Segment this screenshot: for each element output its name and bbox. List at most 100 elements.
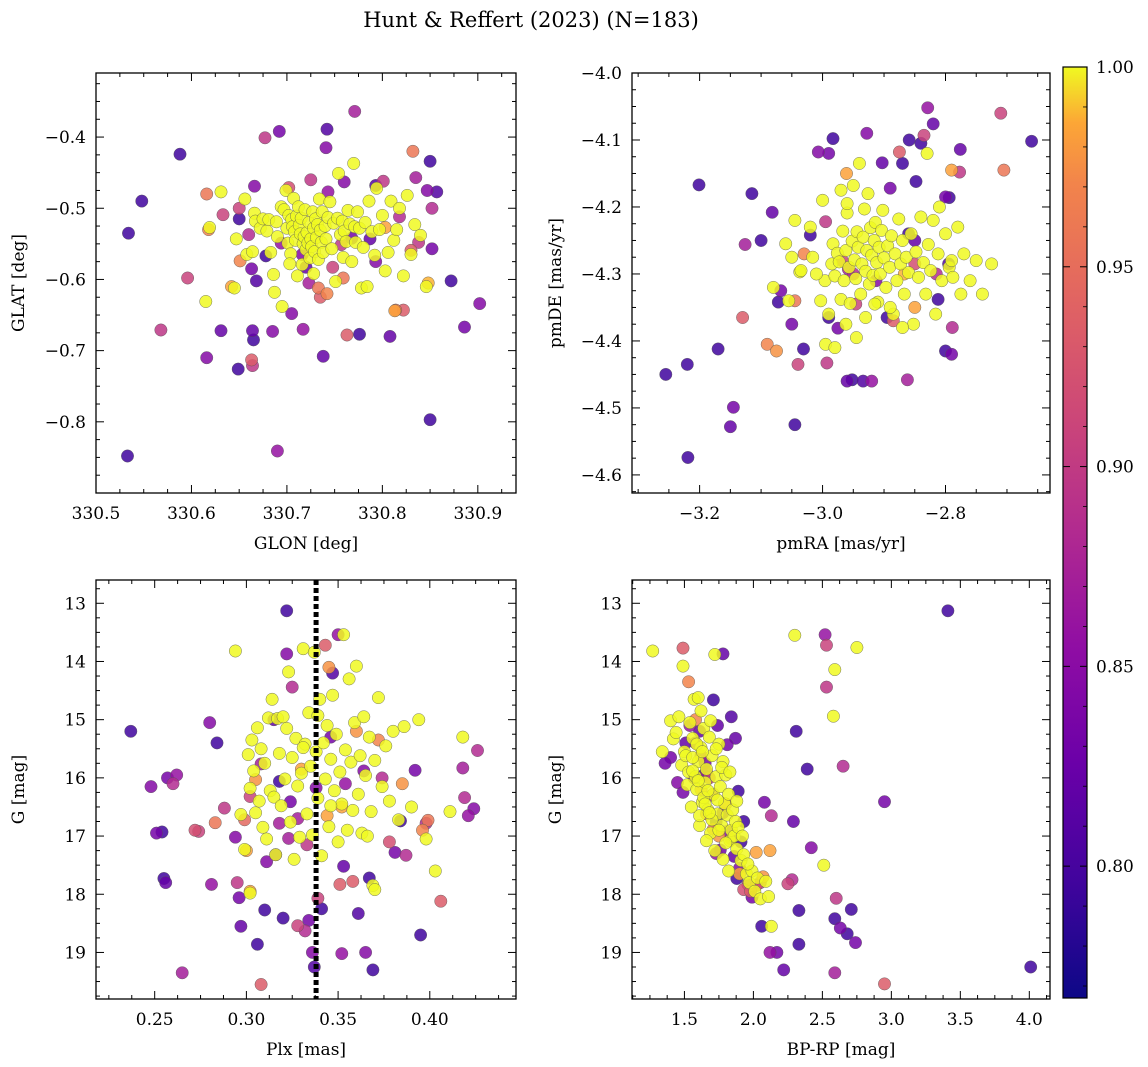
data-point — [879, 280, 893, 294]
data-point — [702, 806, 716, 820]
data-point — [333, 878, 347, 891]
data-point — [173, 147, 187, 161]
data-point — [245, 353, 259, 367]
data-point — [423, 413, 437, 427]
y-tick-label: −0.6 — [45, 270, 86, 290]
axes-frame — [95, 72, 517, 494]
data-point — [247, 764, 261, 778]
data-point — [676, 641, 690, 655]
data-point — [676, 659, 690, 673]
data-point — [899, 250, 913, 264]
scatter-points — [646, 604, 1038, 991]
data-point — [393, 201, 406, 215]
data-point — [331, 835, 345, 849]
data-point — [276, 710, 290, 724]
data-point — [859, 311, 872, 324]
data-point — [124, 724, 138, 738]
data-point — [280, 722, 294, 735]
data-point — [781, 877, 795, 891]
data-point — [362, 730, 376, 744]
data-point — [379, 739, 393, 753]
data-point — [375, 208, 389, 222]
data-point — [231, 362, 245, 376]
y-tick-label: 17 — [600, 827, 622, 847]
x-tick-label: 3.5 — [947, 1010, 974, 1030]
data-point — [347, 156, 361, 170]
data-point — [434, 894, 448, 908]
data-point — [840, 374, 854, 388]
data-point — [408, 763, 422, 777]
data-point — [214, 185, 228, 199]
data-point — [318, 638, 332, 652]
data-point — [789, 724, 803, 738]
data-point — [357, 710, 371, 724]
data-point — [741, 857, 755, 871]
scatter-points — [121, 105, 487, 463]
data-point — [353, 327, 366, 341]
data-point — [205, 878, 218, 891]
data-point — [423, 154, 437, 168]
data-point — [875, 223, 888, 237]
data-point — [234, 919, 248, 933]
data-point — [268, 285, 281, 299]
data-point — [228, 644, 242, 658]
data-point — [332, 166, 345, 180]
data-point — [266, 324, 279, 338]
data-point — [727, 400, 740, 414]
data-point — [820, 356, 834, 370]
data-point — [878, 795, 891, 809]
y-tick-label: −4.2 — [581, 198, 622, 218]
data-point — [456, 761, 470, 775]
data-point — [686, 764, 700, 778]
data-point — [770, 344, 783, 358]
data-point — [912, 270, 925, 284]
data-point — [256, 820, 270, 834]
data-point — [700, 762, 713, 776]
data-point — [360, 280, 374, 293]
data-point — [736, 311, 749, 324]
data-point — [909, 245, 923, 259]
axes-frame — [631, 579, 1051, 1000]
data-point — [319, 232, 333, 246]
data-point — [819, 215, 832, 229]
data-point — [316, 736, 330, 750]
x-tick-label: 0.30 — [227, 1010, 265, 1030]
data-point — [250, 937, 264, 951]
y-tick-label: 17 — [64, 827, 86, 847]
x-tick-label: 0.40 — [411, 1010, 449, 1030]
data-point — [159, 876, 173, 889]
data-point — [849, 272, 863, 285]
data-point — [421, 813, 435, 827]
x-tick-label: −2.8 — [925, 504, 966, 524]
x-tick-label: 3.0 — [878, 1010, 905, 1030]
data-point — [843, 296, 857, 310]
data-point — [680, 357, 694, 371]
data-point — [269, 848, 283, 862]
x-tick-label: 330.6 — [167, 504, 216, 524]
data-point — [794, 264, 808, 277]
data-point — [946, 270, 960, 284]
data-point — [248, 179, 261, 193]
data-point — [745, 187, 759, 201]
data-point — [788, 418, 802, 432]
data-point — [700, 834, 713, 848]
data-point — [669, 726, 683, 739]
data-point — [840, 167, 853, 180]
x-tick-label: 330.8 — [358, 504, 407, 524]
data-point — [258, 756, 272, 770]
data-point — [904, 227, 918, 241]
data-point — [692, 178, 706, 192]
data-point — [227, 281, 241, 295]
data-point — [216, 208, 230, 222]
data-point — [854, 287, 868, 301]
colorbar-tick-label: 0.95 — [1096, 258, 1134, 278]
data-point — [921, 101, 935, 115]
data-point — [368, 883, 382, 896]
data-point — [135, 194, 149, 208]
data-point — [945, 321, 959, 334]
data-point — [730, 794, 744, 808]
x-tick-label: 0.35 — [319, 1010, 357, 1030]
data-point — [797, 342, 810, 356]
y-tick-label: 14 — [64, 652, 86, 672]
data-point — [175, 966, 189, 980]
